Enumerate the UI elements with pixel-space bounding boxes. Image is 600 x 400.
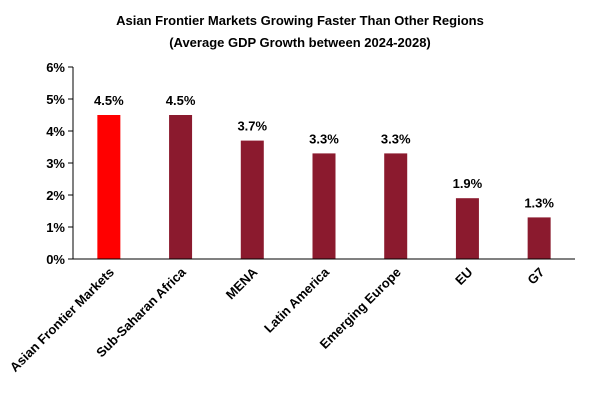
data-label: 1.3%: [524, 195, 554, 210]
category-label: Latin America: [261, 264, 333, 336]
chart-title: Asian Frontier Markets Growing Faster Th…: [116, 13, 484, 28]
category-label: EU: [452, 265, 475, 288]
y-tick-label: 1%: [46, 220, 65, 235]
y-tick-label: 4%: [46, 124, 65, 139]
bar: [240, 140, 264, 259]
bar: [97, 115, 121, 259]
data-label: 3.3%: [309, 131, 339, 146]
bar: [384, 153, 408, 259]
bar: [169, 115, 193, 259]
bar: [527, 217, 551, 259]
category-label: G7: [524, 265, 547, 288]
data-labels: 4.5% 4.5% 3.7% 3.3% 3.3% 1.9% 1.3%: [94, 93, 554, 210]
data-label: 4.5%: [166, 93, 196, 108]
category-label: MENA: [223, 264, 261, 302]
category-label: Emerging Europe: [317, 265, 404, 352]
data-label: 1.9%: [453, 176, 483, 191]
bar: [312, 153, 336, 259]
y-tick-label: 3%: [46, 156, 65, 171]
y-tick-label: 5%: [46, 92, 65, 107]
chart-subtitle: (Average GDP Growth between 2024-2028): [169, 35, 431, 50]
data-label: 4.5%: [94, 93, 124, 108]
bars: [97, 115, 551, 259]
y-axis-ticks: 0% 1% 2% 3% 4% 5% 6%: [46, 60, 73, 267]
y-tick-label: 2%: [46, 188, 65, 203]
data-label: 3.7%: [237, 119, 267, 134]
y-tick-label: 0%: [46, 252, 65, 267]
data-label: 3.3%: [381, 131, 411, 146]
y-tick-label: 6%: [46, 60, 65, 75]
bar: [455, 198, 479, 259]
